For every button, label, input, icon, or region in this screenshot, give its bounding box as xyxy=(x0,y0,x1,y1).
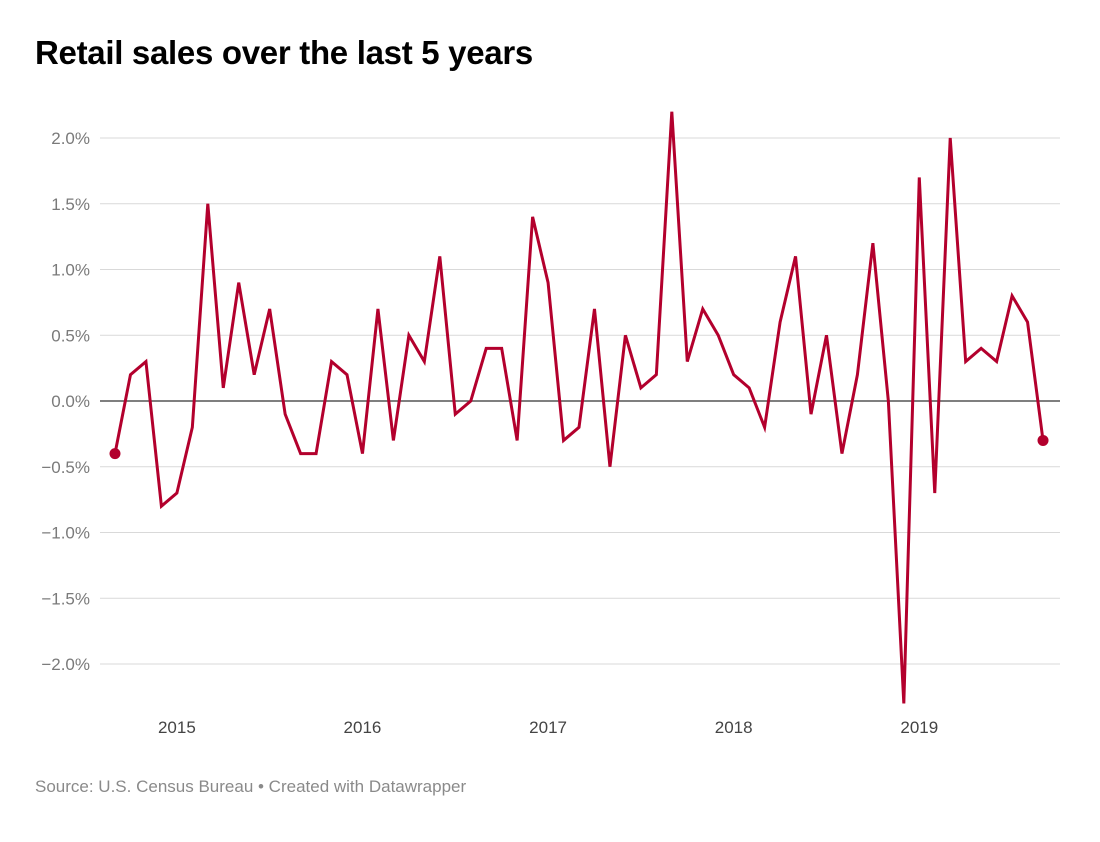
endpoint-marker xyxy=(109,448,121,460)
x-tick-label: 2016 xyxy=(344,718,382,737)
y-tick-label: 0.5% xyxy=(51,326,90,345)
endpoint-marker xyxy=(1037,434,1049,446)
y-tick-label: −1.0% xyxy=(41,524,90,543)
x-tick-label: 2017 xyxy=(529,718,567,737)
source-note: Source: U.S. Census Bureau • Created wit… xyxy=(35,777,467,796)
y-tick-label: 1.0% xyxy=(51,261,90,280)
series-line-group xyxy=(109,111,1049,704)
y-tick-label: −1.5% xyxy=(41,589,90,608)
x-axis-ticks: 2015 2016 2017 2018 2019 xyxy=(158,718,938,737)
x-tick-label: 2015 xyxy=(158,718,196,737)
y-tick-label: 0.0% xyxy=(51,392,90,411)
y-tick-label: 1.5% xyxy=(51,195,90,214)
gridlines xyxy=(100,137,1060,665)
y-axis-ticks: 2.0% 1.5% 1.0% 0.5% 0.0% −0.5% −1.0% −1.5% −2.0% xyxy=(41,129,90,674)
y-tick-label: 2.0% xyxy=(51,129,90,148)
series-line xyxy=(113,111,1045,704)
x-tick-label: 2019 xyxy=(900,718,938,737)
x-tick-label: 2018 xyxy=(715,718,753,737)
y-tick-label: −2.0% xyxy=(41,655,90,674)
y-tick-label: −0.5% xyxy=(41,458,90,477)
chart-title: Retail sales over the last 5 years xyxy=(35,34,533,71)
